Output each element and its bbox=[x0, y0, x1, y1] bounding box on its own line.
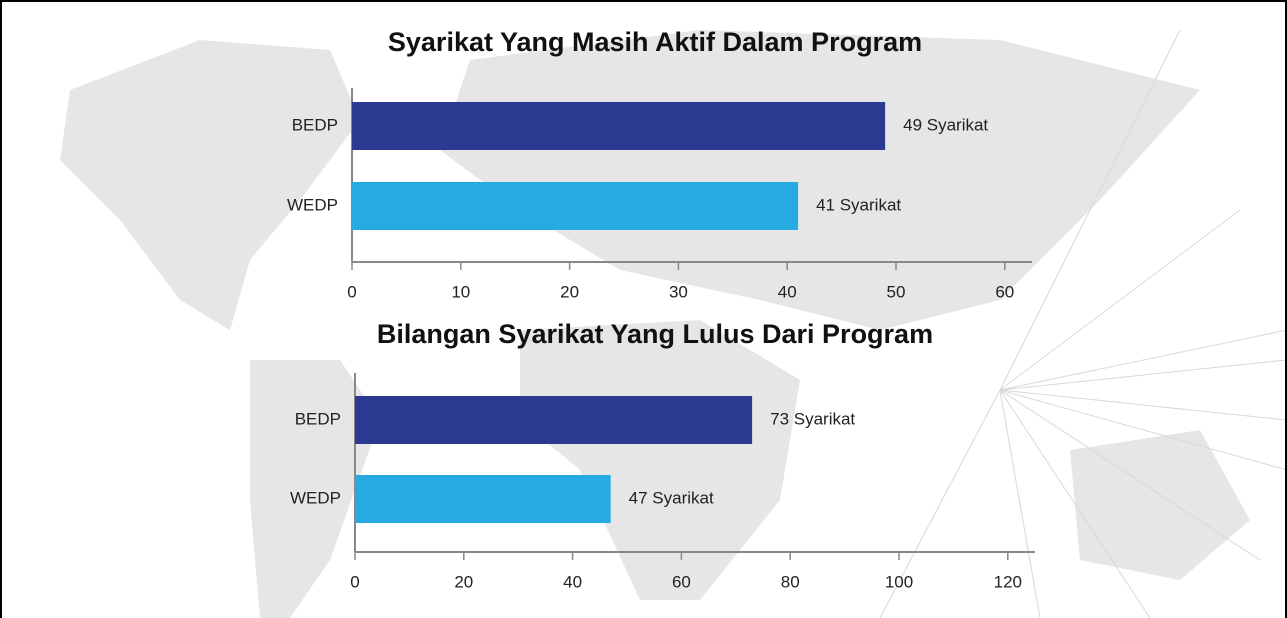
data-label: 73 Syarikat bbox=[770, 409, 855, 428]
bar bbox=[355, 475, 611, 523]
data-label: 41 Syarikat bbox=[816, 195, 901, 214]
x-tick-label: 60 bbox=[672, 572, 691, 591]
x-tick-label: 80 bbox=[781, 572, 800, 591]
x-tick-label: 10 bbox=[451, 282, 470, 301]
bar bbox=[355, 396, 753, 444]
x-tick-label: 40 bbox=[563, 572, 582, 591]
x-tick-label: 100 bbox=[885, 572, 913, 591]
x-tick-label: 120 bbox=[994, 572, 1022, 591]
x-tick-label: 0 bbox=[350, 572, 359, 591]
chart-title: Syarikat Yang Masih Aktif Dalam Program bbox=[388, 27, 922, 57]
y-tick-label: WEDP bbox=[290, 488, 341, 507]
bar bbox=[352, 182, 799, 230]
x-tick-label: 20 bbox=[560, 282, 579, 301]
x-tick-label: 0 bbox=[347, 282, 356, 301]
route-lines bbox=[879, 29, 1287, 618]
x-tick-label: 30 bbox=[669, 282, 688, 301]
x-tick-label: 50 bbox=[887, 282, 906, 301]
y-tick-label: BEDP bbox=[295, 409, 341, 428]
y-tick-label: WEDP bbox=[287, 195, 338, 214]
x-tick-label: 20 bbox=[454, 572, 473, 591]
data-label: 49 Syarikat bbox=[903, 115, 988, 134]
x-tick-label: 60 bbox=[995, 282, 1014, 301]
y-tick-label: BEDP bbox=[292, 115, 338, 134]
bar bbox=[352, 102, 886, 150]
data-label: 47 Syarikat bbox=[629, 488, 714, 507]
chart-title: Bilangan Syarikat Yang Lulus Dari Progra… bbox=[377, 319, 933, 349]
x-tick-label: 40 bbox=[778, 282, 797, 301]
